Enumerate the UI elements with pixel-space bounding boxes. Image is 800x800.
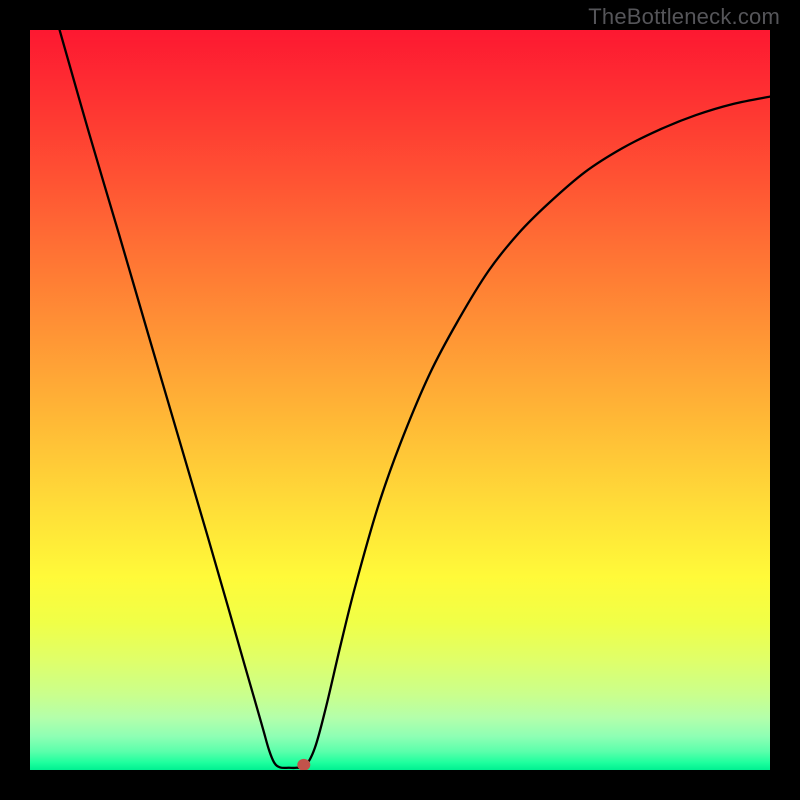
chart-svg	[30, 30, 770, 770]
watermark-text: TheBottleneck.com	[588, 4, 780, 30]
chart-frame: TheBottleneck.com	[0, 0, 800, 800]
plot-area	[30, 30, 770, 770]
chart-background	[30, 30, 770, 770]
